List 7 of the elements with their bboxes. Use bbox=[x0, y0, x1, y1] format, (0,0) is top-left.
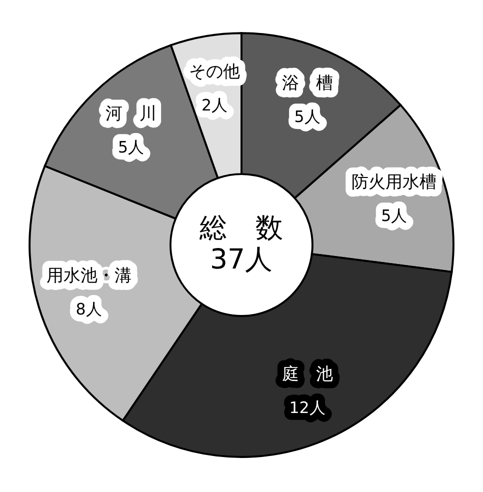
data-label: 12人 bbox=[289, 398, 326, 418]
slice-label: 用水池・溝 bbox=[46, 264, 132, 285]
data-label: 8人 bbox=[76, 299, 102, 318]
slice-label: 庭 池 bbox=[282, 364, 333, 384]
data-label: 2人 bbox=[201, 95, 228, 114]
text: 37人 bbox=[210, 242, 274, 276]
text: 総 数 bbox=[198, 211, 284, 244]
